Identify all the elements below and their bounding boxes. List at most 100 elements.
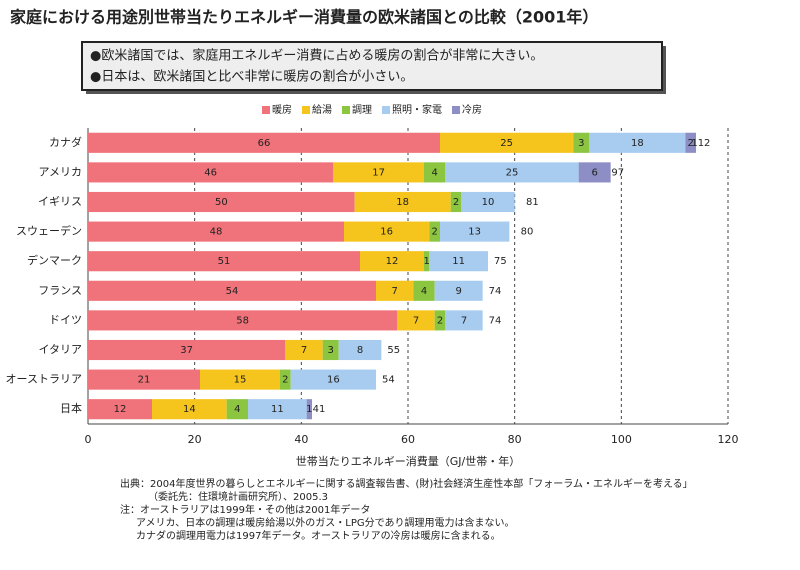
y-tick-label: アメリカ	[39, 165, 82, 178]
bar-segment	[200, 369, 280, 390]
value-label: 4	[421, 286, 427, 297]
bar-segment	[429, 251, 488, 272]
bar-segment	[88, 191, 355, 213]
x-tick-label: 20	[188, 433, 202, 446]
legend-swatch	[452, 106, 460, 114]
total-label: 81	[526, 197, 539, 208]
bar-segment	[88, 221, 344, 242]
bar-segment	[333, 162, 424, 183]
total-label: 54	[382, 375, 395, 386]
value-label: 12	[114, 404, 127, 415]
value-label: 66	[258, 138, 271, 149]
bar-segment	[376, 280, 414, 301]
total-label: 55	[387, 345, 400, 356]
bar-segment	[88, 310, 398, 331]
bar-segment	[290, 369, 376, 390]
bar-segment	[88, 132, 440, 153]
value-label: 6	[591, 167, 597, 178]
bar-segment	[413, 280, 435, 301]
value-label: 4	[234, 404, 240, 415]
bar-segment	[445, 310, 483, 331]
value-label: 37	[180, 345, 193, 356]
bar-segment	[306, 399, 312, 420]
value-label: 7	[461, 315, 467, 326]
legend-swatch	[262, 106, 270, 114]
bar-segment	[589, 132, 686, 153]
value-label: 1	[423, 256, 429, 267]
legend-label: 暖房	[272, 103, 292, 116]
value-label: 13	[468, 227, 481, 238]
value-label: 3	[578, 138, 584, 149]
legend-label: 冷房	[462, 103, 482, 116]
y-tick-label: デンマーク	[27, 253, 82, 267]
value-label: 8	[357, 345, 363, 356]
value-label: 17	[372, 167, 385, 178]
value-label: 25	[506, 167, 519, 178]
y-tick-label: オーストラリア	[6, 373, 82, 386]
value-label: 9	[455, 286, 461, 297]
bar-segment	[685, 132, 696, 153]
bar-segment	[152, 399, 227, 420]
x-tick-label: 80	[508, 433, 522, 446]
total-label: 112	[691, 138, 710, 149]
legend-swatch	[382, 106, 390, 114]
bar-segment	[280, 369, 291, 390]
bar-segment	[450, 191, 462, 213]
value-label: 58	[236, 315, 249, 326]
value-label: 4	[431, 167, 437, 178]
y-tick-label: スウェーデン	[16, 224, 82, 238]
x-tick-label: 0	[85, 433, 92, 446]
note: 出典：2004年度世界の暮らしとエネルギーに関する調査報告書、(財)社会経済生産…	[120, 477, 693, 490]
value-label: 46	[204, 167, 217, 178]
total-label: 74	[489, 315, 502, 326]
bar-segment	[344, 221, 430, 242]
value-label: 2	[687, 138, 693, 149]
bar-segment	[88, 339, 286, 361]
note: 注：オーストラリアは1999年・その他は2001年データ	[120, 503, 370, 516]
value-label: 2	[453, 197, 459, 208]
total-label: 80	[521, 227, 534, 238]
value-label: 18	[631, 138, 644, 149]
bar-segment	[354, 191, 451, 213]
summary-box	[81, 41, 663, 91]
value-label: 7	[301, 345, 307, 356]
value-label: 2	[431, 227, 437, 238]
bullet: ●日本は、欧米諸国と比べ非常に暖房の割合が小さい。	[90, 69, 413, 85]
bar-segment	[360, 251, 424, 272]
value-label: 18	[396, 197, 409, 208]
value-label: 21	[138, 375, 151, 386]
y-tick-label: カナダ	[49, 135, 82, 149]
legend-swatch	[302, 106, 310, 114]
value-label: 2	[437, 315, 443, 326]
value-label: 54	[226, 286, 239, 297]
bar-segment	[440, 221, 510, 242]
total-label: 97	[611, 167, 624, 178]
x-tick-label: 100	[611, 433, 632, 446]
bar-segment	[88, 280, 376, 301]
bar-segment	[88, 162, 334, 183]
bar-segment	[88, 399, 152, 420]
value-label: 16	[380, 227, 393, 238]
value-label: 14	[183, 404, 196, 415]
bar-segment	[578, 162, 611, 183]
value-label: 3	[327, 345, 333, 356]
x-tick-label: 120	[718, 433, 739, 446]
value-label: 15	[234, 375, 247, 386]
y-tick-label: ドイツ	[49, 313, 82, 326]
value-label: 7	[391, 286, 397, 297]
value-label: 2	[282, 375, 288, 386]
value-label: 50	[215, 197, 228, 208]
note: カナダの調理用電力は1997年データ。オーストラリアの冷房は暖房に含まれる。	[136, 529, 501, 542]
bar-segment	[434, 280, 483, 301]
legend-label: 調理	[352, 103, 372, 116]
bar-segment	[285, 339, 323, 361]
bar-segment	[429, 221, 440, 242]
x-axis-label: 世帯当たりエネルギー消費量（GJ/世帯・年）	[296, 454, 520, 468]
chart-title: 家庭における用途別世帯当たりエネルギー消費量の欧米諸国との比較（2001年）	[10, 8, 598, 27]
y-tick-label: フランス	[38, 284, 82, 297]
bar-segment	[248, 399, 307, 420]
y-tick-label: イギリス	[38, 195, 82, 208]
note: （委託先：住環境計画研究所）、2005.3	[148, 490, 328, 503]
value-label: 25	[500, 138, 513, 149]
